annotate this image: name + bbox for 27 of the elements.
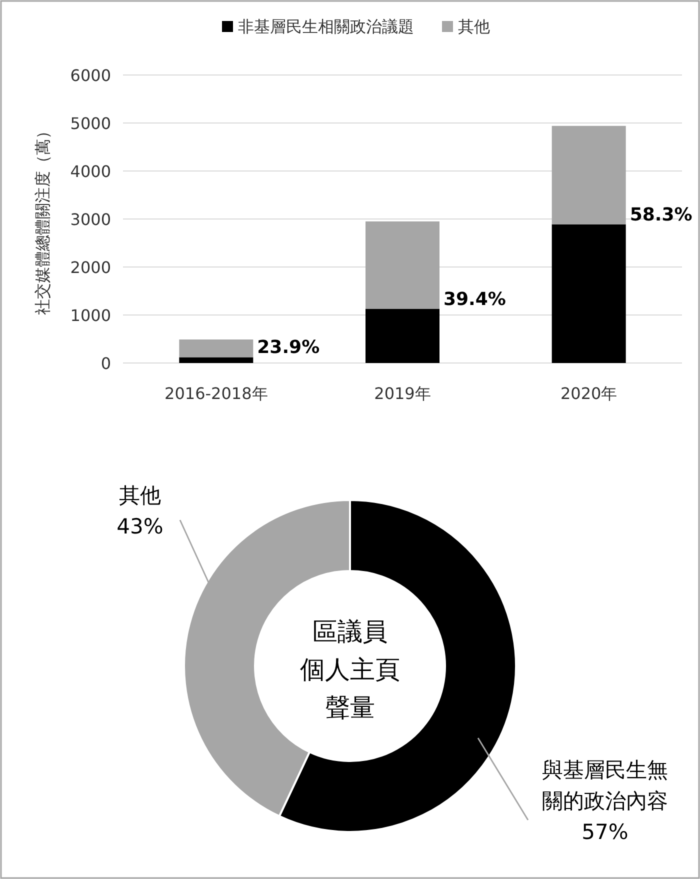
y-tick-label: 2000 xyxy=(70,258,111,277)
data-label: 43% xyxy=(116,514,164,538)
bar xyxy=(366,308,440,363)
slice-label: 與基層民生無關的政治內容 xyxy=(542,758,668,813)
y-tick-label: 3000 xyxy=(70,210,111,229)
bar xyxy=(552,224,626,363)
annotation: 23.9% xyxy=(257,337,320,358)
bar xyxy=(179,339,254,358)
y-axis-title: 社交媒體總體關注度（萬） xyxy=(33,123,52,315)
y-tick-label: 5000 xyxy=(70,114,111,133)
legend-label: 非基層民生相關政治議題 xyxy=(238,17,414,36)
annotation: 39.4% xyxy=(444,288,506,310)
bar xyxy=(179,357,254,363)
x-tick-label: 2020年 xyxy=(560,384,618,403)
bar xyxy=(552,126,626,224)
x-tick-label: 2016-2018年 xyxy=(164,384,268,403)
slice-label: 其他 xyxy=(119,484,161,508)
y-tick-label: 4000 xyxy=(70,162,111,181)
text: 區議員個人主頁聲量 xyxy=(300,617,400,722)
legend-label: 其他 xyxy=(458,17,490,36)
y-tick-label: 6000 xyxy=(70,66,111,85)
bar xyxy=(366,221,440,309)
y-tick-label: 1000 xyxy=(70,306,111,325)
annotation: 58.3% xyxy=(630,204,692,226)
x-tick-label: 2019年 xyxy=(374,384,431,403)
y-tick-label: 0 xyxy=(100,354,111,373)
data-label: 57% xyxy=(582,820,628,844)
